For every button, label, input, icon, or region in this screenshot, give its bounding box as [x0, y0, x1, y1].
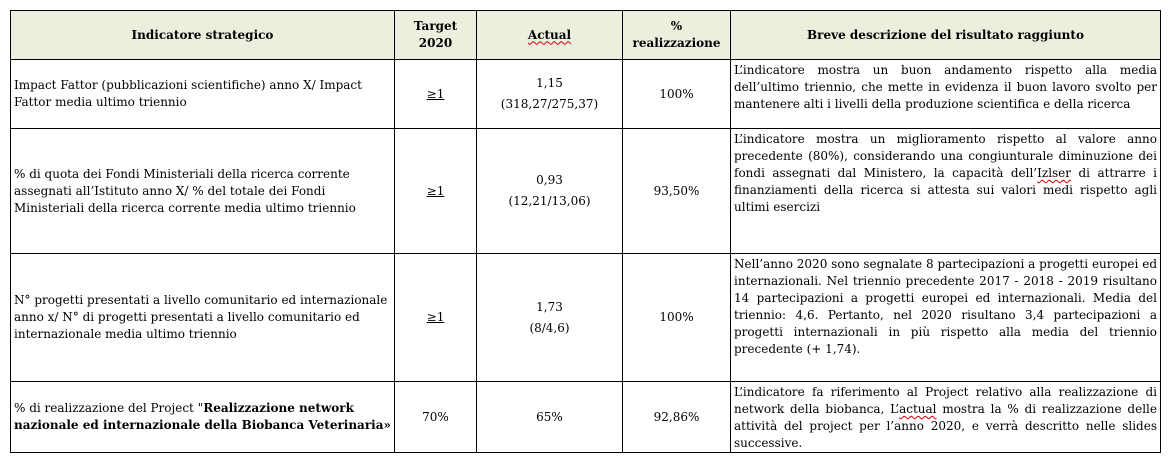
indicators-table: Indicatore strategico Target 2020 Actual… [10, 10, 1161, 453]
description-cell: Nell’anno 2020 sono segnalate 8 partecip… [730, 253, 1161, 382]
header-indicator: Indicatore strategico [10, 10, 395, 60]
description-text: L’indicatore fa riferimento al Project r… [734, 385, 1157, 416]
description-cell: L’indicatore fa riferimento al Project r… [730, 381, 1161, 453]
header-target: Target 2020 [394, 10, 477, 60]
description-marked-word: Izlser [1037, 166, 1072, 180]
header-actual-label: Actual [527, 27, 572, 42]
percent-cell: 100% [622, 253, 731, 382]
actual-value: 65% [536, 409, 563, 424]
header-row: Indicatore strategico Target 2020 Actual… [10, 10, 1161, 60]
description-cell: L’indicatore mostra un buon andamento ri… [730, 59, 1161, 129]
description-text-end: di attrarre i finanziamenti della ricerc… [734, 166, 1157, 214]
target-cell: 70% [394, 381, 477, 453]
indicator-cell: % di quota dei Fondi Ministeriali della … [10, 128, 395, 254]
percent-cell: 92,86% [622, 381, 731, 453]
actual-cell: 1,15 (318,27/275,37) [476, 59, 623, 129]
table-row: N° progetti presentati a livello comunit… [10, 253, 1161, 382]
percent-cell: 100% [622, 59, 731, 129]
header-description: Breve descrizione del risultato raggiunt… [730, 10, 1161, 60]
actual-value: 1,73 [536, 299, 563, 314]
description-marked-word: actual [899, 402, 937, 416]
table-row: % di quota dei Fondi Ministeriali della … [10, 128, 1161, 254]
table-row: % di realizzazione del Project "Realizza… [10, 381, 1161, 453]
indicator-text: % di realizzazione del Project " [14, 401, 204, 415]
target-cell: ≥1 [394, 128, 477, 254]
target-value: ≥1 [426, 310, 445, 324]
target-value: 70% [422, 409, 449, 424]
actual-cell: 1,73 (8/4,6) [476, 253, 623, 382]
target-cell: ≥1 [394, 253, 477, 382]
actual-cell: 65% [476, 381, 623, 453]
description-cell: L’indicatore mostra un miglioramento ris… [730, 128, 1161, 254]
target-cell: ≥1 [394, 59, 477, 129]
header-actual: Actual [476, 10, 623, 60]
actual-detail: (318,27/275,37) [500, 97, 599, 111]
header-percent: % realizzazione [622, 10, 731, 60]
project-name: Realizzazione network nazionale ed inter… [14, 401, 391, 432]
indicator-cell: N° progetti presentati a livello comunit… [10, 253, 395, 382]
target-value: ≥1 [426, 86, 445, 101]
description-text: L’indicatore mostra un miglioramento ris… [734, 132, 1157, 180]
description-text-end: mostra la % di realizzazione delle attiv… [734, 402, 1157, 450]
indicator-cell: Impact Fattor (pubblicazioni scientifich… [10, 59, 395, 129]
actual-cell: 0,93 (12,21/13,06) [476, 128, 623, 254]
actual-value: 0,93 [536, 173, 563, 187]
actual-value: 1,15 [536, 76, 563, 90]
indicator-cell: % di realizzazione del Project "Realizza… [10, 381, 395, 453]
actual-detail: (12,21/13,06) [508, 194, 591, 208]
target-value: ≥1 [426, 183, 445, 198]
table-row: Impact Fattor (pubblicazioni scientifich… [10, 59, 1161, 129]
actual-detail: (8/4,6) [529, 320, 570, 335]
percent-cell: 93,50% [622, 128, 731, 254]
